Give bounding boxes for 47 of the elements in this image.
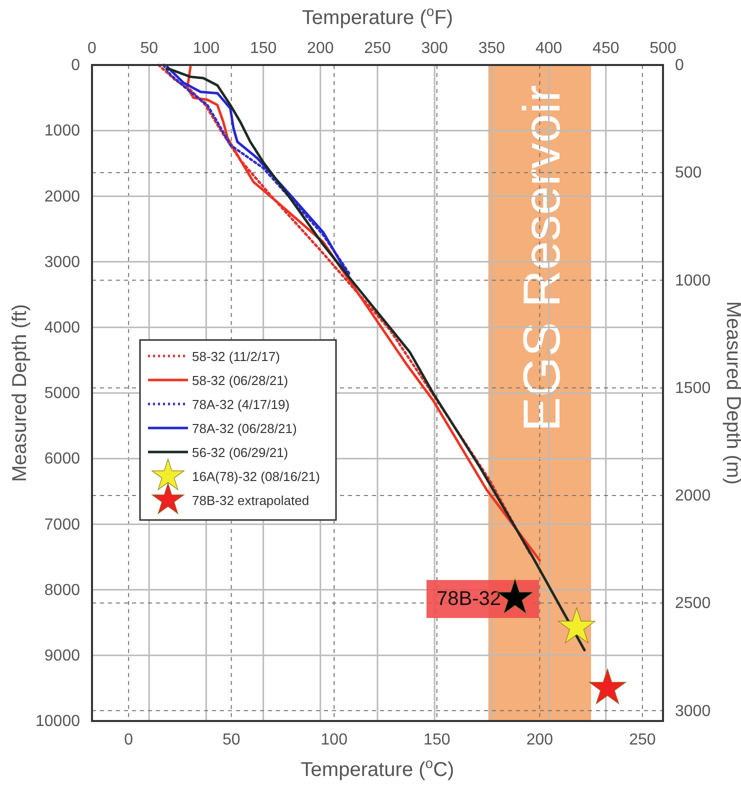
y-tick-label: 9000: [44, 648, 80, 665]
x2-tick-label: 300: [421, 40, 448, 57]
y2-tick-label: 500: [675, 164, 702, 182]
annotation: 78B-32: [436, 588, 502, 610]
y-tick-label: 3000: [44, 254, 80, 271]
y2-tick-label: 1000: [675, 272, 711, 290]
x-tick-label: 100: [320, 731, 348, 748]
legend-label: 78A-32 (4/17/19): [192, 397, 290, 412]
y2-tick-label: 2000: [675, 488, 711, 505]
legend-label: 58-32 (11/2/17): [192, 349, 280, 364]
x2-tick-label: 250: [364, 40, 391, 57]
y-tick-label: 1000: [44, 122, 80, 140]
x2-tick-label: 100: [192, 40, 220, 57]
x2-tick-label: 450: [592, 40, 620, 57]
y-tick-label: 4000: [44, 320, 80, 337]
legend-label: 56-32 (06/29/21): [192, 445, 288, 460]
y2-tick-label: 3000: [675, 702, 711, 720]
x2-tick-label: 0: [88, 40, 97, 57]
x2-tick-label: 50: [140, 40, 158, 57]
x-axis-title: Temperature ($^{o}$C): [300, 755, 454, 781]
x2-tick-label: 400: [535, 40, 562, 57]
legend-label: 16A(78)-32 (08/16/21): [192, 469, 320, 484]
x2-tick-label: 350: [478, 40, 506, 57]
x2-axis-title: Temperature ($^{o}$F): [302, 3, 454, 29]
y-tick-label: 0: [71, 57, 80, 74]
y-tick-label: 5000: [44, 385, 80, 402]
x-tick-label: 0: [124, 731, 134, 748]
y-tick-label: 2000: [44, 188, 80, 206]
y-tick-label: 6000: [44, 450, 80, 468]
x-tick-label: 50: [222, 731, 240, 748]
y-tick-label: 7000: [44, 516, 80, 534]
y2-tick-label: 2500: [675, 595, 711, 612]
x2-tick-label: 500: [650, 40, 676, 57]
legend-label: 78B-32 extrapolated: [192, 493, 310, 508]
y-axis-title: Measured Depth (ft): [9, 304, 31, 482]
x-tick-label: 150: [424, 731, 450, 748]
y-tick-label: 8000: [44, 582, 80, 599]
x-tick-label: 200: [526, 731, 554, 748]
y-tick-label: 10000: [36, 713, 80, 730]
line-series: [166, 67, 586, 652]
legend-label: 78A-32 (06/28/21): [192, 421, 297, 436]
legend-label: 58-32 (06/28/21): [192, 373, 288, 388]
x-tick-label: 250: [629, 731, 656, 748]
y2-tick-label: 1500: [675, 380, 711, 397]
x2-tick-label: 150: [250, 40, 277, 57]
y2-tick-label: 0: [675, 57, 684, 74]
x2-tick-label: 200: [307, 40, 334, 57]
